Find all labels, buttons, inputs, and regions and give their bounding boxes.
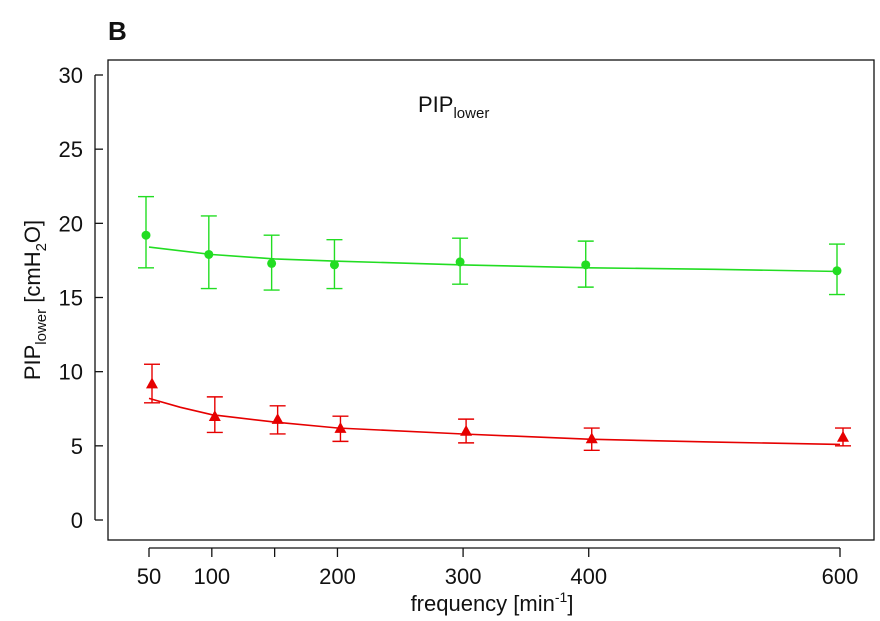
data-point bbox=[581, 260, 591, 270]
data-point bbox=[837, 430, 849, 442]
y-axis-title: PIPlower [cmH2O] bbox=[20, 220, 50, 380]
x-tick-label: 400 bbox=[570, 564, 607, 589]
plot-annotation: PIPlower bbox=[418, 92, 489, 122]
data-point bbox=[141, 230, 151, 240]
data-point bbox=[208, 410, 221, 421]
x-axis-title: frequency [min-1] bbox=[411, 589, 574, 616]
x-tick-label: 300 bbox=[445, 564, 482, 589]
series-red bbox=[144, 363, 851, 451]
fit-curve bbox=[148, 397, 841, 446]
data-point bbox=[585, 432, 598, 444]
data-point bbox=[204, 249, 214, 259]
plot-frame bbox=[107, 59, 875, 541]
data-point bbox=[460, 425, 473, 436]
data-point bbox=[146, 377, 158, 389]
data-point bbox=[267, 258, 277, 268]
x-tick-label: 200 bbox=[319, 564, 356, 589]
fit-curve bbox=[148, 246, 841, 273]
x-axis: 50 100 200 300 400 600 bbox=[137, 547, 859, 589]
panel-label: B bbox=[108, 16, 127, 46]
data-point bbox=[455, 257, 465, 267]
y-tick-label: 20 bbox=[59, 211, 83, 236]
y-tick-label: 25 bbox=[59, 137, 83, 162]
y-tick-label: 15 bbox=[59, 286, 83, 311]
y-tick-label: 10 bbox=[59, 360, 83, 385]
data-point bbox=[271, 413, 284, 424]
data-point bbox=[832, 266, 842, 276]
y-tick-label: 30 bbox=[59, 63, 83, 88]
x-tick-label: 600 bbox=[822, 564, 859, 589]
y-tick-label: 5 bbox=[71, 434, 83, 459]
x-tick-label: 50 bbox=[137, 564, 161, 589]
data-point bbox=[329, 260, 339, 270]
series-green bbox=[138, 195, 845, 296]
y-tick-label: 0 bbox=[71, 508, 83, 533]
x-tick-label: 100 bbox=[193, 564, 230, 589]
y-axis: 0 5 10 15 20 25 30 bbox=[59, 63, 103, 533]
series-layer bbox=[138, 195, 851, 451]
data-point bbox=[334, 422, 347, 433]
